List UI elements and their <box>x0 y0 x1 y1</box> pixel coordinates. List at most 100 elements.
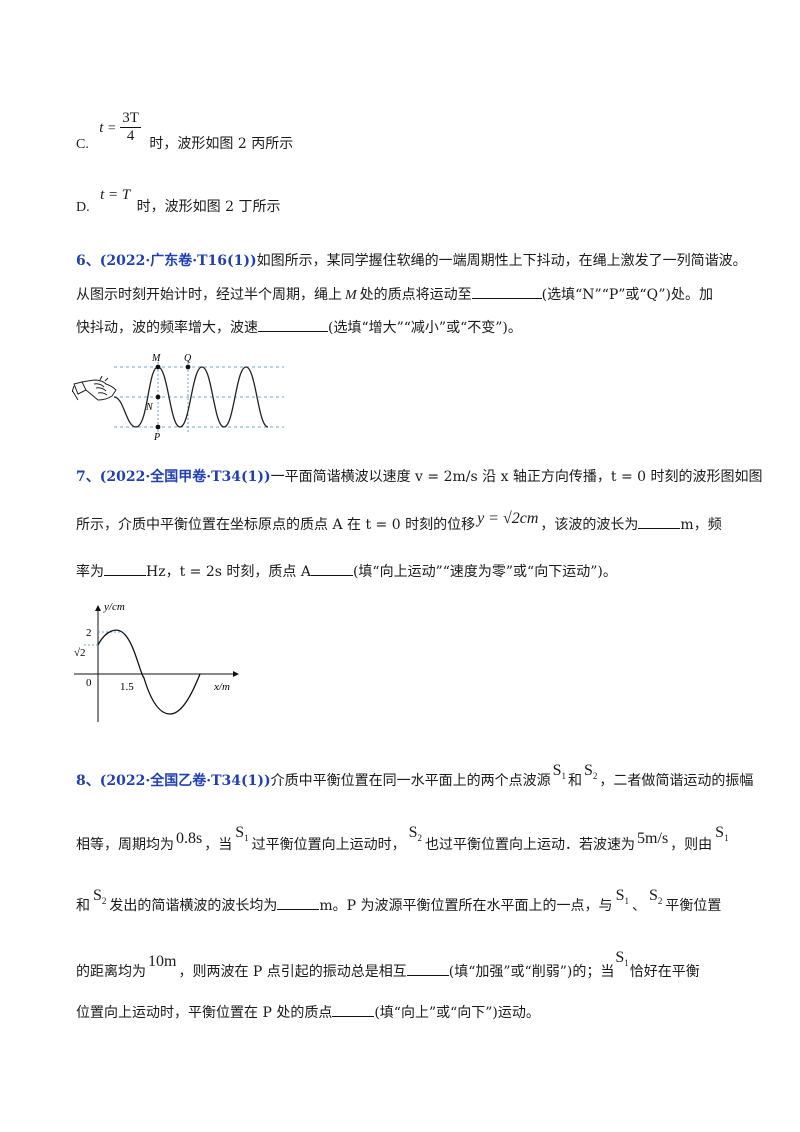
label-q: Q <box>184 353 192 364</box>
source-s2: S2 <box>648 887 663 907</box>
question-7-text-2c: m，频 <box>680 517 722 533</box>
source-s2: S2 <box>93 887 107 907</box>
s1-letter: S <box>615 949 625 966</box>
answer-blank[interactable] <box>277 895 320 910</box>
hand-icon <box>72 375 117 401</box>
option-d: D. t = T 时，波形如图 2 丁所示 <box>76 184 280 215</box>
question-6-text-1: 如图所示，某同学握住软绳的一端周期性上下抖动，在绳上激发了一列简谐波。 <box>256 253 747 269</box>
question-8-line-2: 相等，周期均为 0.8s ，当S1 过平衡位置向上运动时，S2 也过平衡位置向上运动．若… <box>76 824 729 855</box>
fraction-denominator: 4 <box>126 128 135 144</box>
question-6-m-var: M <box>345 288 357 303</box>
source-s1: S1 <box>552 762 567 782</box>
question-7-text-3a: 率为 <box>76 564 104 580</box>
question-8-text-2a: 相等，周期均为 <box>76 837 174 853</box>
point-n <box>155 394 161 400</box>
question-8-text-1a: 介质中平衡位置在同一水平面上的两个点波源 <box>270 773 551 789</box>
source-s1: S1 <box>615 887 629 907</box>
label-n: N <box>145 402 154 413</box>
y-tick-root2: √2 <box>74 647 86 659</box>
option-c: C. t = 3T 4 时，波形如图 2 丙所示 <box>76 96 293 152</box>
question-7-text-2b: ，该波的波长为 <box>540 517 639 533</box>
source-s1: S1 <box>235 824 249 844</box>
question-7-text-2a: 所示，介质中平衡位置在坐标原点的质点 A 在 t = 0 时刻的位移 <box>76 517 476 533</box>
s2-letter: S <box>93 887 102 904</box>
s1-letter: S <box>235 824 245 841</box>
s2-subscript: 2 <box>657 896 663 907</box>
s2-subscript: 2 <box>592 771 598 782</box>
question-6-text-2a: 从图示时刻开始计时，经过半个周期，绳上 <box>76 287 342 303</box>
label-p: P <box>153 432 160 442</box>
question-8-text-4a: 的距离均为 <box>76 964 146 980</box>
answer-blank[interactable] <box>310 561 353 576</box>
question-8-text-5b: (填“向上”或“向下”)运动。 <box>374 1005 540 1021</box>
question-7-tag: 7、(2022·全国甲卷·T34(1)) <box>76 469 271 485</box>
answer-blank[interactable] <box>471 284 542 299</box>
question-7-text-3b: Hz，t = 2s 时刻，质点 A <box>146 564 311 580</box>
s1-subscript: 1 <box>561 771 567 782</box>
question-8-and: 和 <box>568 773 582 789</box>
question-8-text-5a: 位置向上运动时，平衡位置在 P 处的质点 <box>76 1005 333 1021</box>
question-6-text-3a: 快抖动，波的频率增大，波速 <box>76 320 258 336</box>
question-7-line-3: 率为 Hz，t = 2s 时刻，质点 A (填“向上运动”“速度为零”或“向下运动”… <box>76 561 617 581</box>
s1-letter: S <box>615 887 625 904</box>
question-8-text-4c: (填“加强”或“削弱”)的；当 <box>448 964 615 980</box>
option-c-fraction: 3T 4 <box>120 110 141 145</box>
question-6-line-3: 快抖动，波的频率增大，波速 (选填“增大”“减小”或“不变”)。 <box>76 317 522 337</box>
s2-subscript: 2 <box>101 896 107 907</box>
option-d-text: 时，波形如图 2 丁所示 <box>136 199 281 215</box>
answer-blank[interactable] <box>638 514 681 529</box>
fraction-numerator: 3T <box>120 110 141 128</box>
wave-graph-figure: y/cm x/m 0 2 √2 1.5 <box>74 601 239 722</box>
s1-letter: S <box>552 762 562 779</box>
rope-wave-curve <box>113 366 269 428</box>
source-s1: S1 <box>715 824 729 844</box>
y-tick-2: 2 <box>86 627 92 639</box>
question-8-text-2c: 过平衡位置向上运动时， <box>251 837 406 853</box>
option-c-eq: = <box>107 120 116 136</box>
question-6-line-2: 从图示时刻开始计时，经过半个周期，绳上 M 处的质点将运动至 (选填“N”“P”或“Q… <box>76 284 713 304</box>
question-8-line-4: 的距离均为10m，则两波在 P 点引起的振动总是相互 (填“加强”或“削弱”)的；… <box>76 949 700 982</box>
option-d-eq: t = T <box>100 187 131 203</box>
answer-blank[interactable] <box>406 961 449 976</box>
speed-value: 5m/s <box>637 830 669 847</box>
question-6-text-3b: (选填“增大”“减小”或“不变”)。 <box>328 320 522 336</box>
point-q <box>185 364 191 370</box>
s2-letter: S <box>648 887 658 904</box>
distance-value: 10m <box>148 953 177 970</box>
s1-subscript: 1 <box>624 896 629 907</box>
displacement-formula: y = √2cm <box>477 510 539 527</box>
question-8-text-2e: ，则由 <box>670 837 713 853</box>
question-8-text-1b: ，二者做简谐运动的振幅 <box>599 773 754 789</box>
question-6-tag: 6、(2022·广东卷·T16(1)) <box>76 253 257 269</box>
question-6-text-2c: (选填“N”“P”或“Q”)处。加 <box>541 287 713 303</box>
x-axis-label: x/m <box>213 681 230 693</box>
point-p <box>155 424 161 430</box>
question-7-line-1: 7、(2022·全国甲卷·T34(1))一平面简谐横波以速度 v = 2m/s … <box>76 466 763 486</box>
question-7-text-3c: (填“向上运动”“速度为零”或“向下运动”)。 <box>352 564 617 580</box>
question-8-text-4b: ，则两波在 P 点引起的振动总是相互 <box>178 964 407 980</box>
option-c-t-var: t <box>99 119 104 136</box>
point-m <box>155 364 161 370</box>
source-s2: S2 <box>408 824 422 843</box>
s1-subscript: 1 <box>624 958 629 969</box>
option-d-label: D. <box>76 200 90 215</box>
question-8-text-4d: 恰好在平衡 <box>629 964 700 980</box>
answer-blank[interactable] <box>258 317 328 332</box>
source-s1: S1 <box>615 949 629 969</box>
s2-letter: S <box>584 762 593 779</box>
period-value: 0.8s <box>176 830 203 847</box>
s1-subscript: 1 <box>244 833 249 844</box>
question-8-text-3d: 、 <box>631 898 646 914</box>
answer-blank[interactable] <box>332 1002 375 1017</box>
rope-wave-figure: M Q N P <box>72 353 284 442</box>
question-7-text-1: 一平面简谐横波以速度 v = 2m/s 沿 x 轴正方向传播，t = 0 时刻的… <box>270 469 763 485</box>
question-8-line-1: 8、(2022·全国乙卷·T34(1))介质中平衡位置在同一水平面上的两个点波源… <box>76 762 754 791</box>
question-8-text-2d: 也过平衡位置向上运动．若波速为 <box>425 837 636 853</box>
question-8-text-3b: 发出的简谐横波的波长均为 <box>109 898 278 914</box>
question-8-text-3e: 平衡位置 <box>665 898 722 914</box>
question-6-line-1: 6、(2022·广东卷·T16(1))如图所示，某同学握住软绳的一端周期性上下抖… <box>76 250 747 270</box>
s1-subscript: 1 <box>724 833 729 844</box>
answer-blank[interactable] <box>104 561 146 576</box>
option-c-text: 时，波形如图 2 丙所示 <box>149 135 294 152</box>
s2-letter: S <box>408 824 418 841</box>
